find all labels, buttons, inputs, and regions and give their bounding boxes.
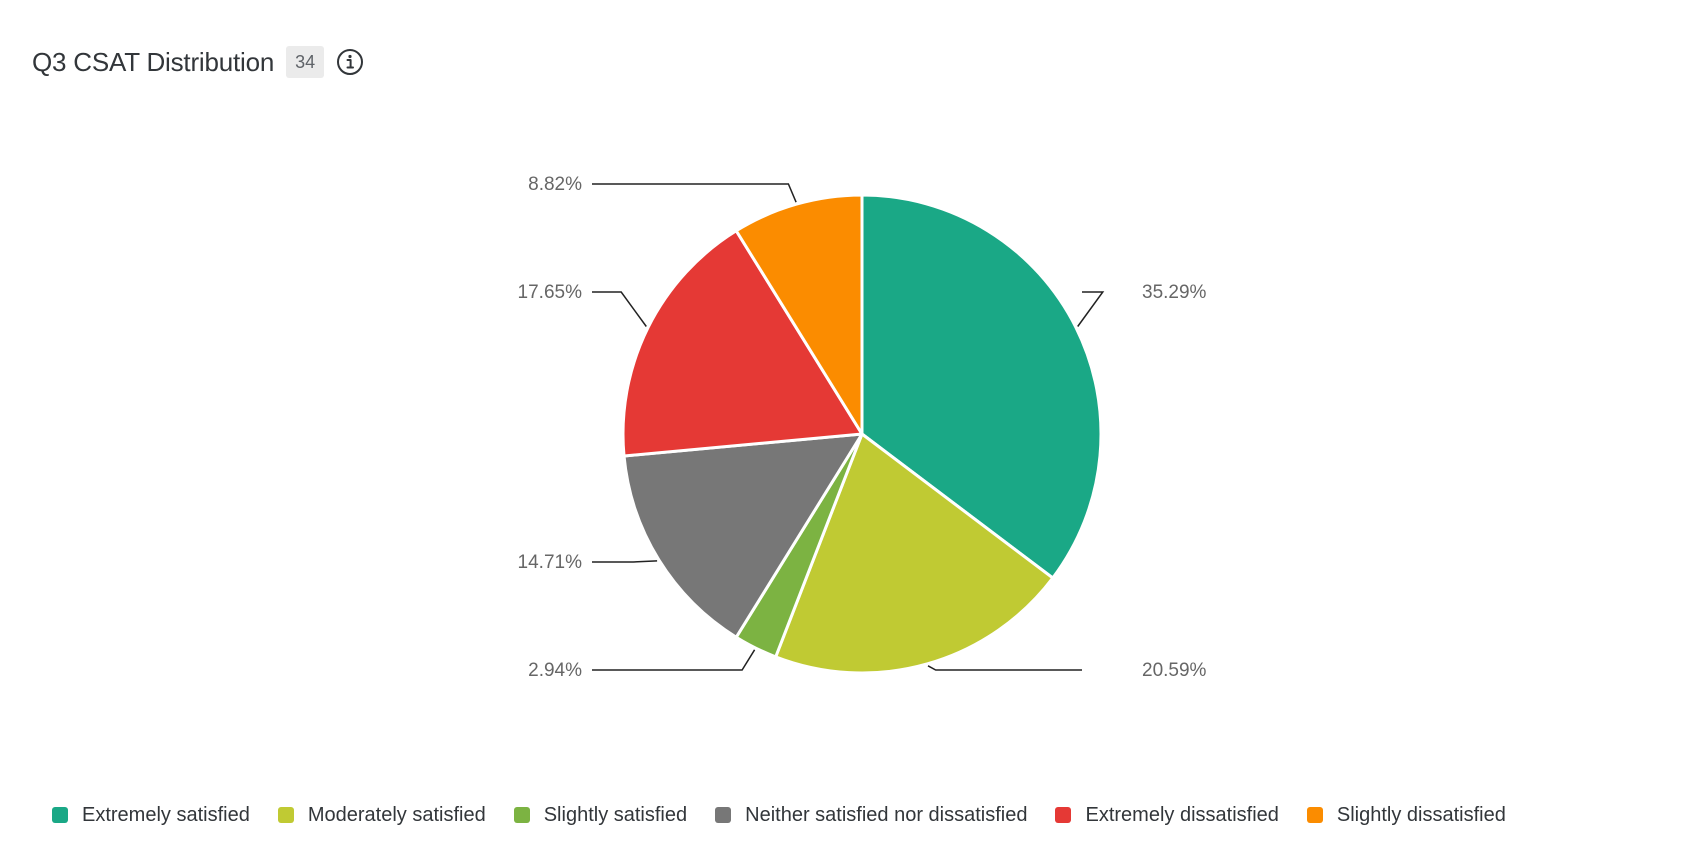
data-label-neither-satisfied-nor-dissatisfied: 14.71%	[518, 552, 583, 573]
pie-slice-extremely-satisfied[interactable]	[860, 193, 1103, 580]
legend-swatch	[513, 807, 530, 823]
data-label-extremely-dissatisfied: 17.65%	[518, 282, 583, 303]
info-circle-icon[interactable]	[336, 48, 364, 76]
pie-leader-lines	[592, 183, 1105, 671]
pie-slice-moderately-satisfied[interactable]	[774, 432, 1055, 675]
pie-data-labels: 35.29% 20.59% 2.94% 14.71% 17.65% 8.82%	[518, 174, 1207, 681]
legend-swatch	[1306, 807, 1323, 823]
data-label-moderately-satisfied: 20.59%	[1142, 660, 1207, 681]
chart-title: Q3 CSAT Distribution	[32, 46, 275, 77]
pie-slice-extremely-dissatisfied[interactable]	[621, 229, 864, 458]
legend-label: Neither satisfied nor dissatisfied	[745, 803, 1028, 826]
data-label-slightly-satisfied: 2.94%	[528, 660, 582, 681]
leader-line-extremely-satisfied	[1077, 291, 1105, 327]
leader-line-extremely-dissatisfied	[592, 291, 647, 327]
pie-slice-slightly-dissatisfied[interactable]	[734, 193, 864, 436]
legend-label: Slightly dissatisfied	[1336, 803, 1506, 826]
legend-swatch	[715, 807, 732, 823]
pie-slices	[621, 193, 1103, 675]
legend-item-extremely-satisfied[interactable]: Extremely satisfied	[52, 804, 250, 827]
legend-label: Extremely satisfied	[82, 803, 250, 826]
chart-legend: Extremely satisfied Moderately satisfied S…	[52, 800, 1534, 830]
legend-label: Extremely dissatisfied	[1085, 803, 1279, 826]
legend-item-slightly-dissatisfied[interactable]: Slightly dissatisfied	[1306, 803, 1506, 827]
legend-label: Moderately satisfied	[307, 803, 486, 826]
legend-swatch	[1055, 807, 1072, 823]
data-label-slightly-dissatisfied: 8.82%	[528, 174, 582, 195]
legend-item-moderately-satisfied[interactable]: Moderately satisfied	[277, 803, 486, 827]
leader-line-neither-satisfied-nor-dissatisfied	[592, 560, 658, 563]
legend-item-neither-satisfied-nor-dissatisfied[interactable]: Neither satisfied nor dissatisfied	[715, 804, 1027, 827]
response-count-badge: 34	[286, 46, 325, 78]
leader-line-slightly-satisfied	[592, 649, 756, 671]
leader-line-slightly-dissatisfied	[592, 183, 797, 203]
pie-slice-neither-satisfied-nor-dissatisfied[interactable]	[622, 432, 864, 639]
legend-label: Slightly satisfied	[543, 803, 688, 826]
legend-swatch	[52, 807, 68, 823]
data-label-extremely-satisfied: 35.29%	[1142, 282, 1207, 303]
chart-header: Q3 CSAT Distribution 34	[32, 42, 364, 82]
legend-item-slightly-satisfied[interactable]: Slightly satisfied	[513, 803, 688, 827]
legend-swatch	[277, 807, 294, 823]
leader-line-moderately-satisfied	[927, 665, 1082, 671]
legend-item-extremely-dissatisfied[interactable]: Extremely dissatisfied	[1055, 803, 1279, 827]
